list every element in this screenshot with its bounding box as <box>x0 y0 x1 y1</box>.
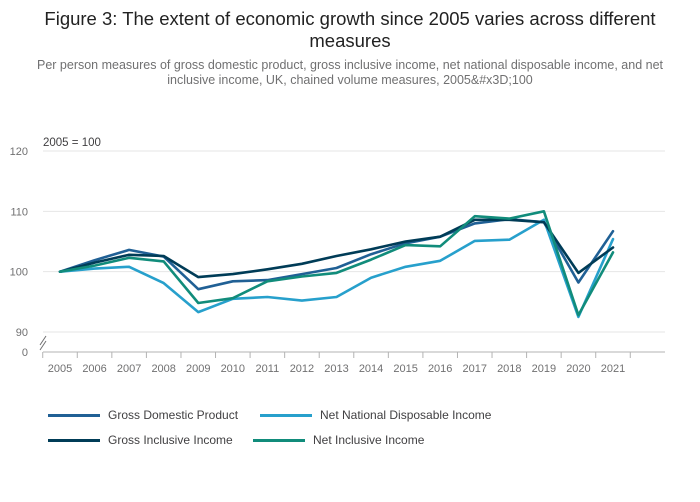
x-tick-label: 2019 <box>532 363 556 375</box>
series-line-net-national-disposable-income[interactable] <box>58 218 615 319</box>
x-axis: 2005 2006 2007 2008 2009 2010 2011 2012 2013 2014… <box>42 351 665 375</box>
legend-label: Net Inclusive Income <box>313 433 425 447</box>
y-tick-label: 120 <box>10 146 28 158</box>
y-tick-label: 90 <box>16 327 28 339</box>
x-tick-label: 2006 <box>82 363 106 375</box>
x-tick-label: 2014 <box>359 363 383 375</box>
y-tick-label: 0 <box>22 347 28 359</box>
legend-swatch <box>48 413 100 417</box>
legend-item-gross-domestic-product[interactable]: Gross Domestic Product <box>48 408 238 422</box>
x-tick-label: 2009 <box>186 363 210 375</box>
legend-label: Net National Disposable Income <box>320 408 492 422</box>
y-axis-ticks: 0 90 100 110 120 <box>10 146 47 359</box>
legend-item-net-national-disposable-income[interactable]: Net National Disposable Income <box>260 408 491 422</box>
series-line-net-inclusive-income[interactable] <box>58 210 615 317</box>
chart-title: Figure 3: The extent of economic growth … <box>44 8 656 51</box>
series-lines <box>58 210 615 319</box>
x-tick-label: 2021 <box>601 363 625 375</box>
series-line-gross-inclusive-income[interactable] <box>58 218 615 279</box>
y-tick-label: 100 <box>10 267 28 279</box>
x-tick-label: 2007 <box>117 363 141 375</box>
x-tick-label: 2012 <box>290 363 314 375</box>
legend-label: Gross Inclusive Income <box>108 433 233 447</box>
x-tick-label: 2010 <box>221 363 245 375</box>
legend-swatch <box>260 413 312 417</box>
x-tick-label: 2005 <box>48 363 72 375</box>
x-tick-label: 2020 <box>566 363 590 375</box>
legend-swatch <box>48 438 100 442</box>
chart-subtitle: Per person measures of gross domestic pr… <box>36 58 664 87</box>
legend-item-net-inclusive-income[interactable]: Net Inclusive Income <box>253 433 424 447</box>
x-tick-label: 2015 <box>393 363 417 375</box>
line-chart: 0 90 100 110 120 2005 2006 2007 2008 2009 2010 201… <box>10 137 665 375</box>
gridlines <box>43 150 665 333</box>
x-tick-label: 2013 <box>324 363 348 375</box>
x-tick-label: 2016 <box>428 363 452 375</box>
x-tick-label: 2008 <box>151 363 175 375</box>
legend-swatch <box>253 438 305 442</box>
x-tick-label: 2017 <box>463 363 487 375</box>
legend-item-gross-inclusive-income[interactable]: Gross Inclusive Income <box>48 433 233 447</box>
y-tick-label: 110 <box>10 206 28 218</box>
axis-break-marks <box>39 335 47 351</box>
x-tick-label: 2011 <box>256 363 280 375</box>
y-axis-unit-label: 2005 = 100 <box>43 137 101 149</box>
legend-label: Gross Domestic Product <box>108 408 239 422</box>
x-tick-label: 2018 <box>497 363 521 375</box>
